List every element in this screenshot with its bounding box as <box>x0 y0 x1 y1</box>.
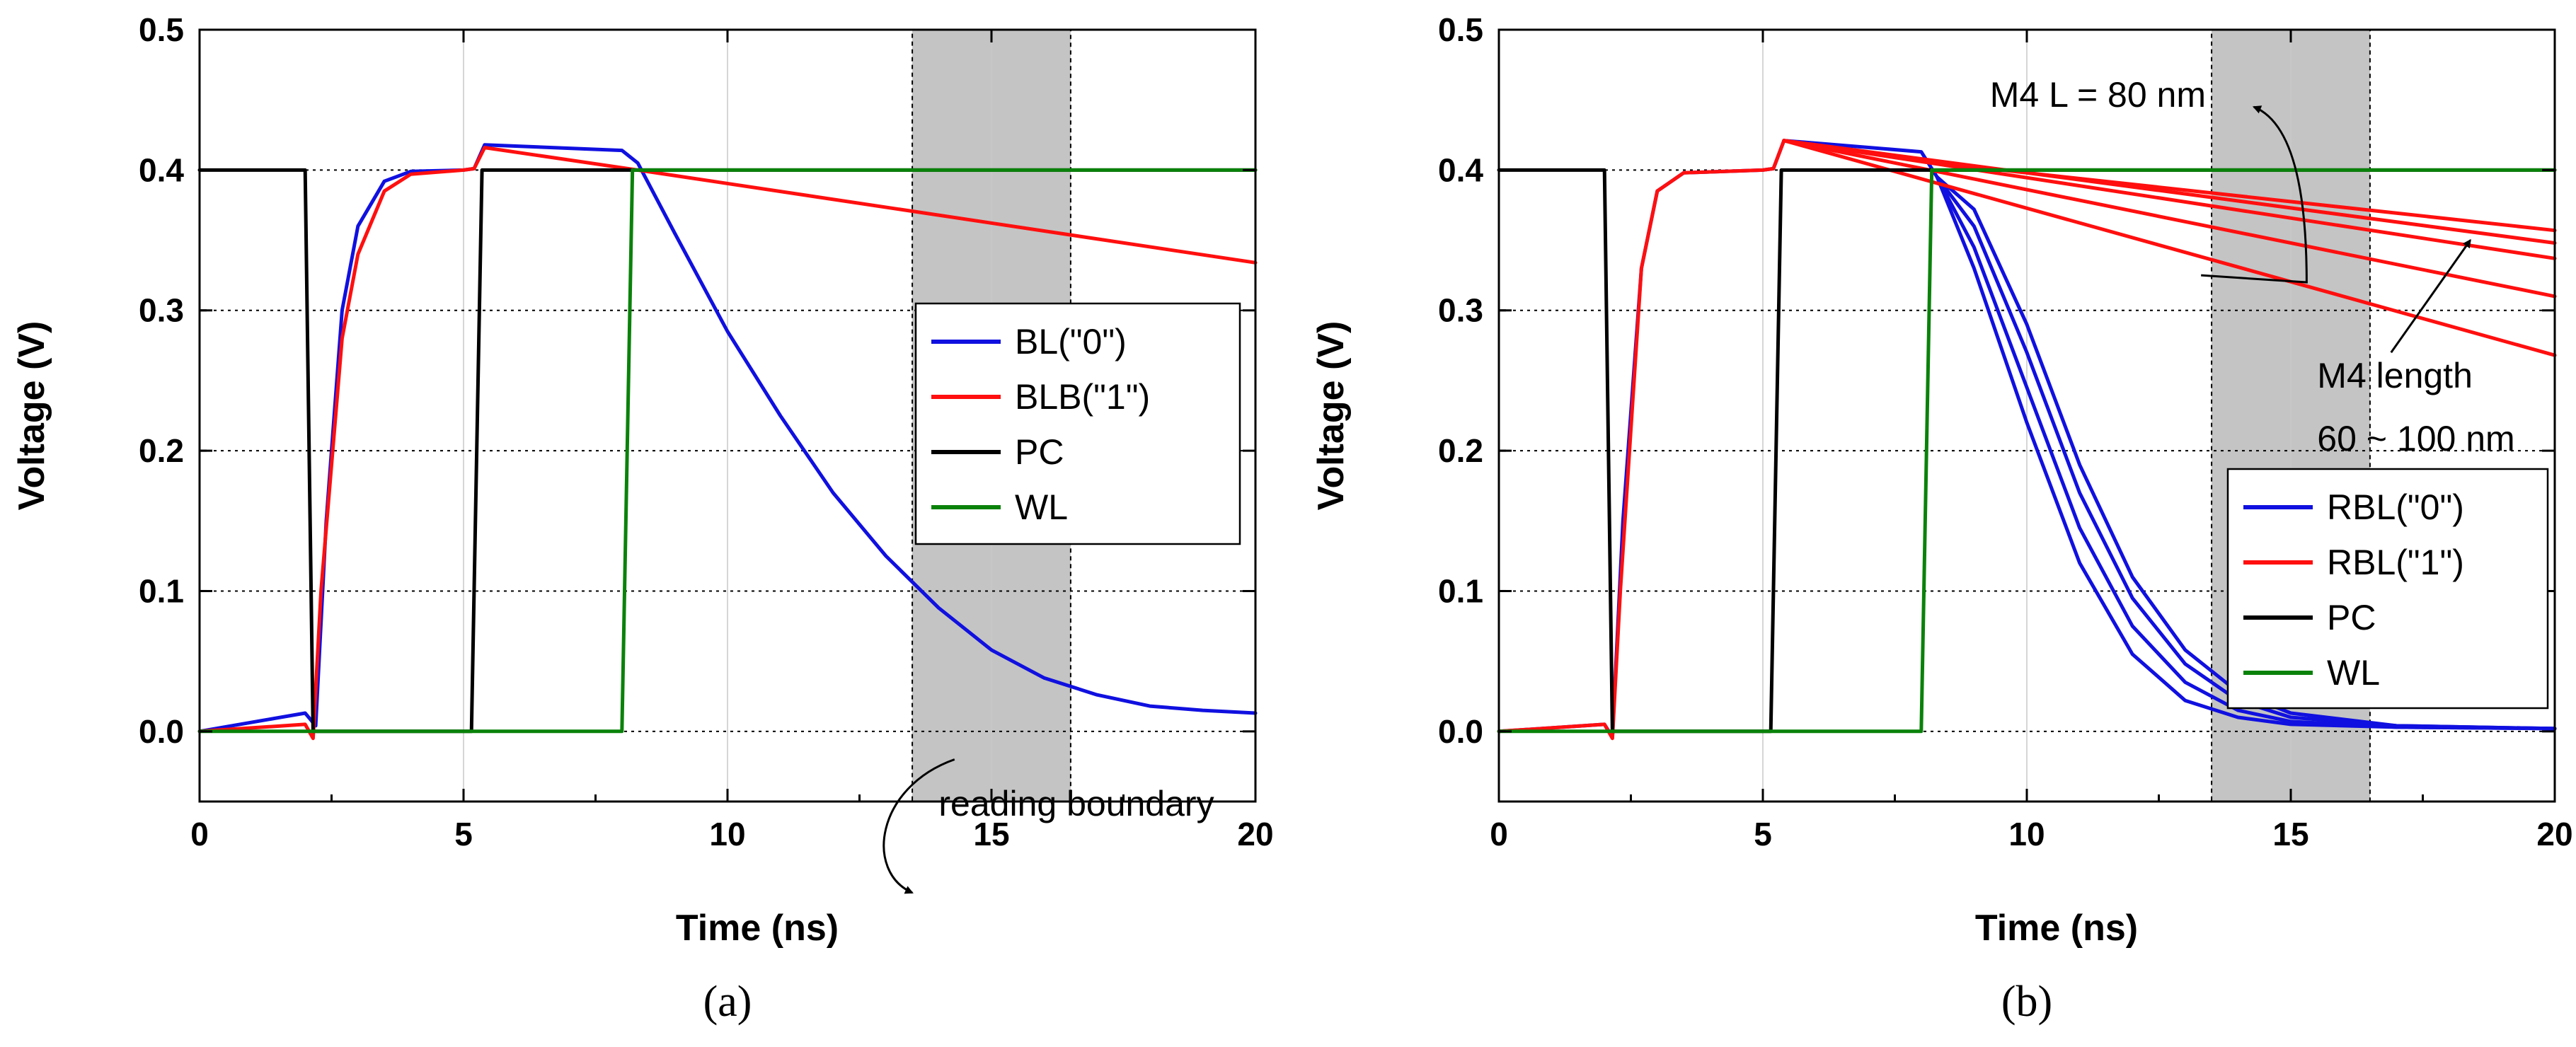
y-tick-label: 0.4 <box>1438 151 1483 188</box>
y-tick-label: 0.1 <box>139 572 184 609</box>
reading-boundary-arrow <box>882 758 955 894</box>
y-tick-label: 0.2 <box>139 432 184 469</box>
m4-length-arrow <box>2390 238 2471 354</box>
y-tick-label: 0.2 <box>1438 432 1483 469</box>
series-line-1 <box>1935 175 2557 731</box>
panel-caption: (a) <box>703 978 752 1026</box>
x-tick-label: 15 <box>2272 816 2308 852</box>
annotation-text: 60 ~ 100 nm <box>2317 419 2514 458</box>
legend-entry: PC <box>2327 598 2376 637</box>
annotation-text: reading boundary <box>938 784 1214 823</box>
y-tick-label: 0.0 <box>1438 713 1483 750</box>
y-axis-label: Voltage (V) <box>11 321 52 511</box>
panel-caption: (b) <box>2001 978 2052 1026</box>
y-tick-label: 0.1 <box>1438 572 1483 609</box>
y-tick-label: 0.5 <box>139 11 184 48</box>
legend-entry: WL <box>2327 653 2380 693</box>
series-line-5 <box>1782 139 2557 245</box>
series-line-2 <box>1935 175 2557 731</box>
x-axis-label: Time (ns) <box>676 908 839 949</box>
y-tick-label: 0.4 <box>139 151 184 188</box>
series-line-3 <box>197 168 1258 734</box>
annotation-text: M4 length <box>2317 356 2473 395</box>
y-tick-label: 0.5 <box>1438 11 1483 48</box>
legend-entry: BL("0") <box>1015 322 1127 361</box>
legend-entry: RBL("0") <box>2327 487 2464 527</box>
legend-entry: BLB("1") <box>1015 377 1150 417</box>
annotation-text: M4 L = 80 nm <box>1990 75 2206 115</box>
legend-entry: WL <box>1015 487 1068 527</box>
series-line-6 <box>1782 139 2557 260</box>
legend-entry: PC <box>1015 432 1064 472</box>
x-tick-label: 20 <box>2536 816 2572 852</box>
series-line-8 <box>1782 139 2557 357</box>
legend-entry: RBL("1") <box>2327 543 2464 582</box>
series-line-3 <box>1935 175 2557 731</box>
y-tick-label: 0.0 <box>139 713 184 750</box>
x-axis-label: Time (ns) <box>1975 908 2138 949</box>
m4-l80-arrow <box>2201 105 2308 284</box>
x-tick-label: 5 <box>454 816 473 852</box>
series-line-7 <box>1782 139 2557 299</box>
y-tick-label: 0.3 <box>139 292 184 329</box>
y-tick-label: 0.3 <box>1438 292 1483 329</box>
panel-a: 0 5 10 15 20 0.0 0.1 0.2 0.3 0.4 0.5 Time (ns) Volta… <box>11 11 1274 1026</box>
y-axis-label: Voltage (V) <box>1311 321 1352 511</box>
series-line-10 <box>1497 168 2557 734</box>
series-line-1 <box>197 146 1258 741</box>
series-line-0 <box>197 143 1258 734</box>
x-tick-label: 10 <box>2008 816 2045 852</box>
panel-b: 0 5 10 15 20 0.0 0.1 0.2 0.3 0.4 0.5 Time (ns) Volta… <box>1311 11 2573 1026</box>
x-tick-label: 15 <box>973 816 1009 852</box>
x-tick-label: 0 <box>1490 816 1508 852</box>
x-tick-label: 20 <box>1237 816 1273 852</box>
x-tick-label: 0 <box>190 816 209 852</box>
x-tick-label: 5 <box>1754 816 1772 852</box>
x-tick-label: 10 <box>709 816 745 852</box>
